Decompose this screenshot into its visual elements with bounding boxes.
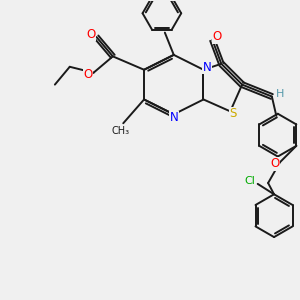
Text: H: H	[276, 88, 284, 98]
Text: CH₃: CH₃	[111, 126, 129, 136]
Text: Cl: Cl	[245, 176, 256, 186]
Text: O: O	[86, 28, 96, 40]
Text: O: O	[84, 68, 93, 81]
Text: O: O	[212, 30, 221, 43]
Text: S: S	[230, 107, 237, 120]
Text: N: N	[169, 111, 178, 124]
Text: O: O	[270, 157, 279, 170]
Text: N: N	[203, 61, 212, 74]
